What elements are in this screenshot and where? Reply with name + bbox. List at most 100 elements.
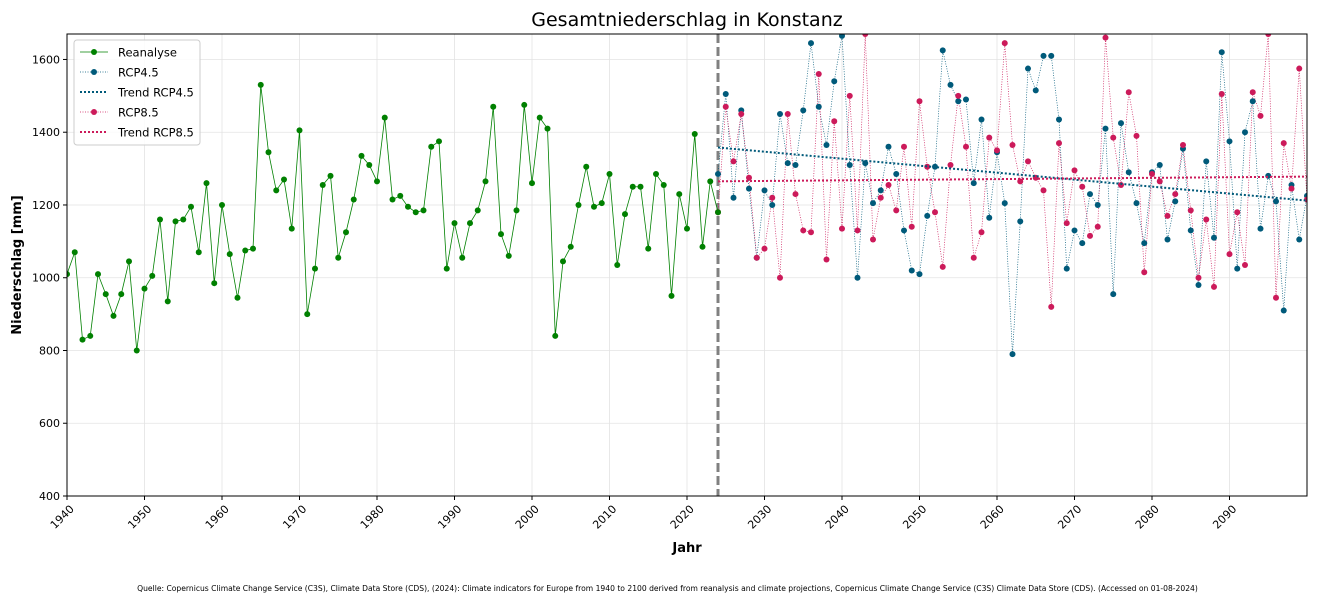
data-point-rcp85 xyxy=(955,92,962,99)
data-point-rcp45 xyxy=(963,96,969,103)
data-point-rcp85 xyxy=(846,92,853,99)
data-point-rcp45 xyxy=(1125,169,1132,176)
data-point-rcp85 xyxy=(1087,232,1093,239)
data-point-rcp85 xyxy=(1040,187,1047,194)
data-point-reanalyse xyxy=(273,187,280,194)
data-point-rcp85 xyxy=(963,143,969,150)
data-point-reanalyse xyxy=(110,312,117,319)
data-point-rcp85 xyxy=(978,229,985,236)
data-point-reanalyse xyxy=(366,161,373,168)
data-point-rcp85 xyxy=(1226,251,1233,258)
data-point-reanalyse xyxy=(203,180,210,187)
data-point-rcp85 xyxy=(1211,283,1217,290)
data-point-rcp45 xyxy=(924,212,931,219)
data-point-rcp45 xyxy=(1048,52,1055,59)
data-point-reanalyse xyxy=(87,332,94,339)
data-point-reanalyse xyxy=(591,203,597,210)
data-point-rcp45 xyxy=(846,161,853,168)
data-point-reanalyse xyxy=(699,243,706,250)
data-point-rcp45 xyxy=(792,161,799,168)
data-point-reanalyse xyxy=(629,183,636,190)
data-point-reanalyse xyxy=(436,138,442,145)
data-point-rcp85 xyxy=(792,191,799,198)
data-point-reanalyse xyxy=(79,336,86,343)
data-point-rcp85 xyxy=(1118,181,1124,188)
data-point-reanalyse xyxy=(513,207,520,214)
data-point-rcp85 xyxy=(1180,141,1186,148)
data-point-reanalyse xyxy=(102,291,109,298)
data-point-rcp45 xyxy=(877,187,884,194)
legend-item-rcp85: RCP8.5 xyxy=(80,106,159,120)
data-point-rcp45 xyxy=(815,103,822,110)
data-point-rcp85 xyxy=(994,147,1000,154)
data-point-rcp45 xyxy=(777,111,783,118)
data-point-rcp85 xyxy=(1056,140,1062,147)
data-point-rcp45 xyxy=(784,160,791,167)
data-point-rcp45 xyxy=(1001,200,1008,207)
legend-label-trend-rcp45: Trend RCP4.5 xyxy=(117,86,194,100)
data-point-rcp45 xyxy=(800,107,807,114)
data-point-rcp85 xyxy=(1094,223,1101,230)
data-point-rcp85 xyxy=(1141,269,1148,276)
data-point-reanalyse xyxy=(490,103,497,110)
x-tick-label: 2050 xyxy=(900,503,929,532)
data-point-rcp85 xyxy=(1218,91,1225,98)
data-point-rcp85 xyxy=(893,207,900,214)
data-point-reanalyse xyxy=(467,220,473,227)
data-point-reanalyse xyxy=(304,311,311,318)
data-point-reanalyse xyxy=(343,229,349,236)
x-tick-label: 1940 xyxy=(48,503,77,532)
data-point-rcp45 xyxy=(1056,116,1062,123)
data-point-rcp85 xyxy=(1280,140,1287,147)
data-point-rcp45 xyxy=(1071,227,1078,234)
data-point-rcp85 xyxy=(1265,34,1272,37)
data-point-reanalyse xyxy=(482,178,489,185)
data-point-rcp85 xyxy=(800,227,807,234)
legend-item-rcp45: RCP4.5 xyxy=(80,66,159,80)
data-point-reanalyse xyxy=(645,245,652,252)
data-point-rcp85 xyxy=(839,225,845,232)
data-point-rcp85 xyxy=(815,71,822,78)
data-point-rcp85 xyxy=(1110,134,1117,141)
data-point-rcp45 xyxy=(1242,129,1248,136)
data-point-rcp45 xyxy=(1280,307,1287,314)
x-tick-label: 2090 xyxy=(1210,503,1239,532)
x-tick-label: 1990 xyxy=(435,503,464,532)
data-point-rcp45 xyxy=(939,47,946,54)
data-point-reanalyse xyxy=(374,178,380,185)
series-line-rcp45 xyxy=(717,35,1307,355)
data-point-reanalyse xyxy=(126,258,132,265)
data-point-reanalyse xyxy=(335,254,342,261)
data-point-rcp85 xyxy=(939,263,946,270)
x-tick-label: 1960 xyxy=(203,503,232,532)
legend-label-trend-rcp85: Trend RCP8.5 xyxy=(117,126,194,140)
data-point-reanalyse xyxy=(653,171,659,178)
data-point-rcp85 xyxy=(1102,34,1109,41)
data-point-rcp45 xyxy=(986,214,993,221)
data-point-rcp45 xyxy=(722,91,729,98)
data-point-reanalyse xyxy=(257,81,264,88)
data-point-rcp45 xyxy=(893,171,900,178)
data-point-rcp45 xyxy=(823,141,830,148)
data-point-reanalyse xyxy=(498,231,504,238)
data-point-rcp45 xyxy=(1164,236,1171,243)
data-point-rcp45 xyxy=(1249,98,1256,105)
data-point-rcp45 xyxy=(1133,200,1140,207)
data-point-reanalyse xyxy=(157,216,163,223)
data-point-rcp45 xyxy=(1040,52,1047,59)
data-point-rcp45 xyxy=(715,171,721,178)
legend-label-rcp45: RCP4.5 xyxy=(118,66,159,80)
data-point-rcp85 xyxy=(1079,183,1086,190)
data-point-rcp45 xyxy=(1032,87,1039,94)
data-point-rcp85 xyxy=(870,236,876,243)
data-point-rcp85 xyxy=(932,209,938,216)
x-axis-label: Jahr xyxy=(671,541,702,556)
data-point-rcp85 xyxy=(1187,207,1194,214)
data-point-rcp45 xyxy=(769,201,776,208)
x-tick-label: 2060 xyxy=(978,503,1007,532)
data-point-reanalyse xyxy=(715,209,721,216)
data-point-rcp85 xyxy=(1071,167,1078,174)
data-point-rcp85 xyxy=(1149,171,1155,178)
data-point-reanalyse xyxy=(265,149,272,156)
data-point-rcp85 xyxy=(1001,40,1008,47)
